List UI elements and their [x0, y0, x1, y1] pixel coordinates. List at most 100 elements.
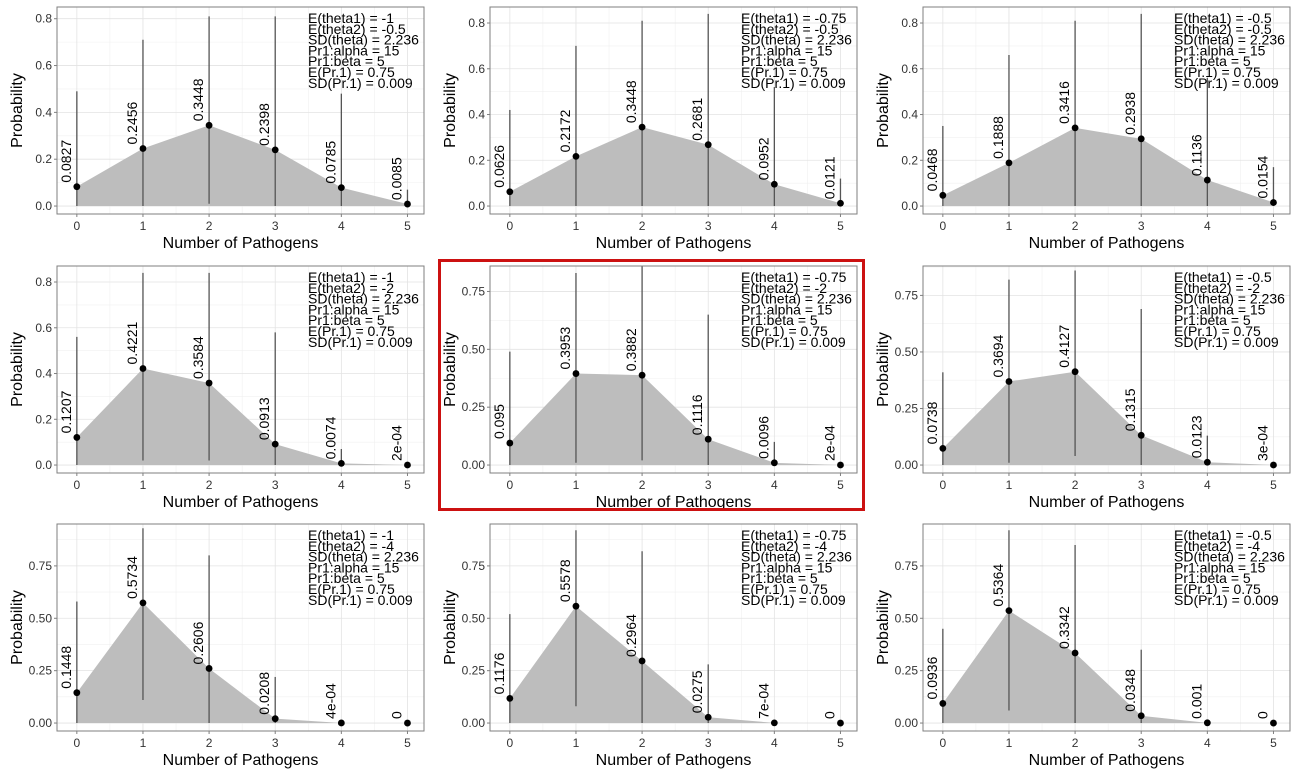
y-tick-label: 0.2 [35, 152, 52, 166]
data-label: 0.0123 [1188, 415, 1204, 458]
data-point [704, 141, 712, 149]
chart-svg: 0.0626 0.2172 0.3448 0.2681 0.0952 0.0121 0.0 0… [442, 6, 858, 252]
x-tick-label: 4 [1204, 219, 1211, 233]
y-tick-label: 0.75 [29, 559, 53, 573]
data-label: 0.2938 [1122, 92, 1138, 135]
annotation-line: E(theta2) = -4 [741, 538, 827, 554]
x-tick-label: 5 [837, 219, 844, 233]
y-axis-title: Probability [875, 332, 892, 407]
x-tick-label: 0 [939, 478, 946, 492]
chart-svg: 0.0936 0.5364 0.3342 0.0348 0.001 0 0.00 0.25 0.… [875, 523, 1291, 769]
x-tick-label: 0 [939, 219, 946, 233]
y-tick-label: 0.8 [468, 16, 485, 30]
data-label: 0.3416 [1056, 81, 1072, 124]
annotation-line: E(Pr.1) = 0.75 [1174, 323, 1261, 339]
y-axis-title: Probability [875, 590, 892, 665]
plot-border [922, 6, 1291, 215]
data-point [271, 146, 279, 154]
data-point [1203, 176, 1211, 184]
x-tick-label: 1 [573, 736, 580, 750]
y-tick-label: 0.50 [895, 345, 919, 359]
x-tick-label: 0 [506, 219, 513, 233]
y-axis-title: Probability [9, 590, 26, 665]
annotation-line: E(theta1) = -0.5 [1174, 269, 1272, 285]
annotation-line: E(Pr.1) = 0.75 [741, 323, 828, 339]
annotation-line: SD(Pr.1) = 0.009 [741, 75, 846, 91]
x-tick-label: 1 [1006, 736, 1013, 750]
x-tick-label: 3 [1138, 478, 1145, 492]
data-label: 0.001 [1188, 684, 1204, 719]
data-label: 4e-04 [322, 683, 338, 719]
y-tick-label: 0.50 [29, 611, 53, 625]
data-point [837, 461, 844, 469]
data-point [1270, 461, 1277, 469]
annotation-line: SD(theta) = 2.236 [1174, 291, 1285, 307]
annotation-line: E(theta1) = -0.75 [741, 269, 847, 285]
data-point [939, 444, 947, 452]
y-tick-label: 0.6 [468, 62, 485, 76]
annotation-line: Pr1:alpha = 15 [1174, 42, 1266, 58]
annotation-line: Pr1:alpha = 15 [308, 42, 400, 58]
x-tick-label: 1 [140, 219, 147, 233]
probability-area [942, 610, 1274, 724]
chart-panel: 0.0827 0.2456 0.3448 0.2398 0.0785 0.0085 0.0 0… [0, 0, 432, 258]
annotation-line: E(theta2) = -2 [1174, 280, 1260, 296]
y-tick-label: 0.8 [35, 12, 52, 26]
annotation-line: E(theta2) = -4 [308, 538, 394, 554]
x-tick-label: 4 [771, 219, 778, 233]
data-point [73, 183, 81, 191]
probability-area [509, 606, 841, 724]
data-point [139, 365, 147, 372]
chart-svg: 0.1176 0.5578 0.2964 0.0275 7e-04 0 0.00 0.25 0.… [442, 523, 858, 769]
x-tick-label: 1 [573, 219, 580, 233]
annotation-line: SD(theta) = 2.236 [308, 291, 419, 307]
annotation-line: E(theta2) = -2 [741, 280, 827, 296]
annotation-line: Pr1:alpha = 15 [308, 559, 400, 575]
data-point [1071, 368, 1079, 376]
x-tick-label: 5 [404, 219, 411, 233]
y-tick-label: 0.6 [901, 62, 918, 76]
data-label: 0.3953 [557, 327, 573, 370]
x-axis-title: Number of Pathogens [596, 752, 752, 769]
x-tick-label: 0 [73, 736, 80, 750]
y-tick-label: 0.75 [462, 559, 486, 573]
x-axis-title: Number of Pathogens [596, 494, 752, 511]
y-tick-label: 0.0 [35, 199, 52, 213]
x-axis-title: Number of Pathogens [1029, 752, 1185, 769]
x-tick-label: 0 [939, 736, 946, 750]
x-tick-label: 3 [1138, 219, 1145, 233]
y-tick-label: 0.8 [901, 16, 918, 30]
annotation-line: E(Pr.1) = 0.75 [1174, 581, 1261, 597]
y-tick-label: 0.25 [895, 664, 919, 678]
data-label: 0.3342 [1056, 606, 1072, 649]
data-point [205, 121, 213, 129]
annotation-line: SD(theta) = 2.236 [1174, 549, 1285, 565]
data-label: 0.0154 [1254, 155, 1270, 198]
y-tick-label: 0.50 [462, 611, 486, 625]
y-tick-label: 0.00 [462, 458, 486, 472]
x-tick-label: 4 [338, 478, 345, 492]
data-point [506, 188, 514, 196]
x-axis-title: Number of Pathogens [596, 235, 752, 252]
data-label: 0.0738 [924, 401, 940, 444]
data-label: 0.3694 [990, 334, 1006, 377]
x-tick-label: 4 [338, 736, 345, 750]
y-axis-title: Probability [442, 590, 459, 665]
annotation-line: Pr1:alpha = 15 [1174, 559, 1266, 575]
y-tick-label: 0.2 [468, 153, 485, 167]
data-label: 0.1116 [689, 394, 705, 435]
y-tick-label: 0.6 [35, 59, 52, 73]
data-point [1005, 378, 1013, 385]
x-tick-label: 2 [639, 478, 646, 492]
y-tick-label: 0.0 [468, 199, 485, 213]
data-point [205, 665, 213, 672]
y-tick-label: 0.00 [895, 716, 919, 730]
x-tick-label: 0 [73, 478, 80, 492]
data-point [404, 461, 411, 469]
data-point [139, 145, 147, 152]
annotation-line: E(Pr.1) = 0.75 [1174, 64, 1261, 80]
x-tick-label: 1 [140, 736, 147, 750]
data-point [506, 694, 514, 702]
data-point [770, 459, 778, 467]
